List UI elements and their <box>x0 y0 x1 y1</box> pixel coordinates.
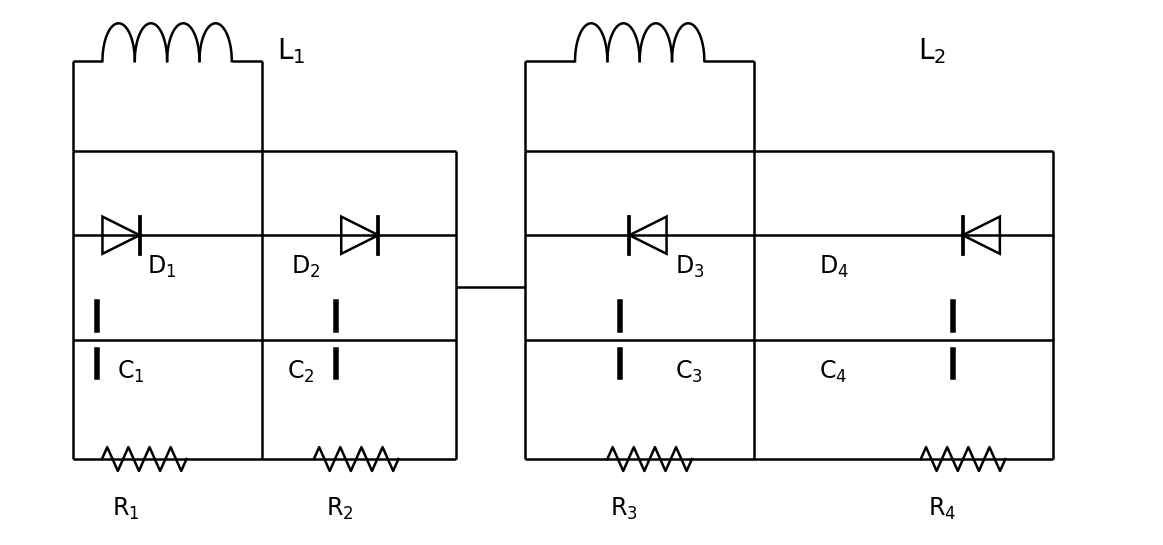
Text: $\mathsf{R_1}$: $\mathsf{R_1}$ <box>113 496 140 522</box>
Text: $\mathsf{R_4}$: $\mathsf{R_4}$ <box>928 496 956 522</box>
Text: $\mathsf{R_3}$: $\mathsf{R_3}$ <box>609 496 637 522</box>
Text: $\mathsf{D_4}$: $\mathsf{D_4}$ <box>819 254 849 280</box>
Text: $\mathsf{L_1}$: $\mathsf{L_1}$ <box>277 36 305 66</box>
Text: $\mathsf{D_2}$: $\mathsf{D_2}$ <box>292 254 321 280</box>
Text: $\mathsf{C_2}$: $\mathsf{C_2}$ <box>286 359 314 385</box>
Text: $\mathsf{R_2}$: $\mathsf{R_2}$ <box>327 496 354 522</box>
Text: $\mathsf{C_3}$: $\mathsf{C_3}$ <box>675 359 702 385</box>
Text: $\mathsf{L_2}$: $\mathsf{L_2}$ <box>919 36 947 66</box>
Text: $\mathsf{C_4}$: $\mathsf{C_4}$ <box>819 359 847 385</box>
Text: $\mathsf{D_3}$: $\mathsf{D_3}$ <box>675 254 704 280</box>
Text: $\mathsf{D_1}$: $\mathsf{D_1}$ <box>148 254 177 280</box>
Text: $\mathsf{C_1}$: $\mathsf{C_1}$ <box>117 359 145 385</box>
